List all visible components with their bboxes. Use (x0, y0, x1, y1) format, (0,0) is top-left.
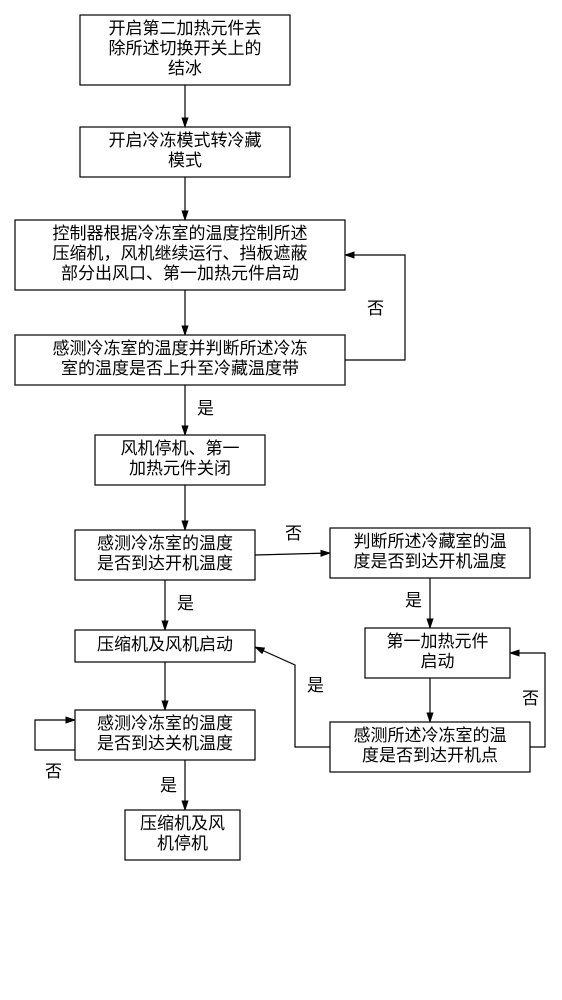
flow-node-n10: 感测冷冻室的温度是否到达关机温度 (75, 710, 255, 760)
node-text: 机停机 (157, 834, 208, 853)
edge-label: 是 (160, 776, 177, 795)
node-text: 是否到达开机温度 (97, 554, 233, 573)
flow-node-n8: 压缩机及风机启动 (75, 630, 255, 662)
edge-label: 是 (197, 399, 214, 418)
node-text: 模式 (168, 151, 202, 170)
flow-node-n6: 感测冷冻室的温度是否到达开机温度 (75, 530, 255, 580)
edge-label: 否 (285, 524, 302, 543)
flow-node-n4: 感测冷冻室的温度并判断所述冷冻室的温度是否上升至冷藏温度带 (15, 335, 345, 385)
nodes-group: 开启第二加热元件去除所述切换开关上的结冰开启冷冻模式转冷藏模式控制器根据冷冻室的… (15, 15, 530, 860)
edge-label: 是 (307, 676, 324, 695)
flow-node-n3: 控制器根据冷冻室的温度控制所述压缩机，风机继续运行、挡板遮蔽部分出风口、第一加热… (15, 220, 345, 290)
node-text: 第一加热元件 (387, 632, 489, 651)
edge-e12 (255, 647, 330, 747)
node-text: 感测冷冻室的温度 (97, 714, 233, 733)
node-text: 加热元件关闭 (129, 459, 231, 478)
edge-label: 否 (522, 689, 539, 708)
flow-node-n12: 压缩机及风机停机 (125, 810, 240, 860)
flowchart-canvas: 开启第二加热元件去除所述切换开关上的结冰开启冷冻模式转冷藏模式控制器根据冷冻室的… (10, 10, 552, 990)
flow-node-n7: 判断所述冷藏室的温度是否到达开机温度 (330, 528, 530, 578)
flow-node-n1: 开启第二加热元件去除所述切换开关上的结冰 (80, 15, 290, 85)
node-text: 控制器根据冷冻室的温度控制所述 (53, 224, 308, 243)
node-text: 判断所述冷藏室的温 (354, 532, 507, 551)
edge-label: 是 (177, 594, 194, 613)
node-text: 除所述切换开关上的 (109, 39, 262, 58)
node-text: 部分出风口、第一加热元件启动 (61, 264, 299, 283)
node-text: 室的温度是否上升至冷藏温度带 (61, 359, 299, 378)
node-text: 感测所述冷冻室的温 (354, 726, 507, 745)
node-text: 度是否到达开机温度 (354, 552, 507, 571)
node-text: 风机停机、第一 (121, 439, 240, 458)
node-text: 开启第二加热元件去 (109, 19, 262, 38)
edge-label: 是 (405, 591, 422, 610)
edge-e15 (35, 720, 75, 750)
flow-node-n9: 第一加热元件启动 (365, 628, 510, 678)
flow-node-n5: 风机停机、第一加热元件关闭 (95, 435, 265, 485)
flow-node-n11: 感测所述冷冻室的温度是否到达开机点 (330, 722, 530, 772)
edge-label: 否 (45, 762, 62, 781)
node-text: 压缩机及风机启动 (97, 635, 233, 654)
node-text: 压缩机，风机继续运行、挡板遮蔽 (53, 244, 308, 263)
node-text: 开启冷冻模式转冷藏 (109, 131, 262, 150)
node-text: 结冰 (168, 59, 202, 78)
flow-node-n2: 开启冷冻模式转冷藏模式 (80, 127, 290, 177)
node-text: 度是否到达开机点 (362, 746, 498, 765)
node-text: 压缩机及风 (140, 814, 225, 833)
edge-e7 (255, 553, 330, 555)
node-text: 启动 (421, 652, 455, 671)
edge-label: 否 (367, 299, 384, 318)
node-text: 是否到达关机温度 (97, 734, 233, 753)
node-text: 感测冷冻室的温度并判断所述冷冻 (53, 339, 308, 358)
node-text: 感测冷冻室的温度 (97, 534, 233, 553)
